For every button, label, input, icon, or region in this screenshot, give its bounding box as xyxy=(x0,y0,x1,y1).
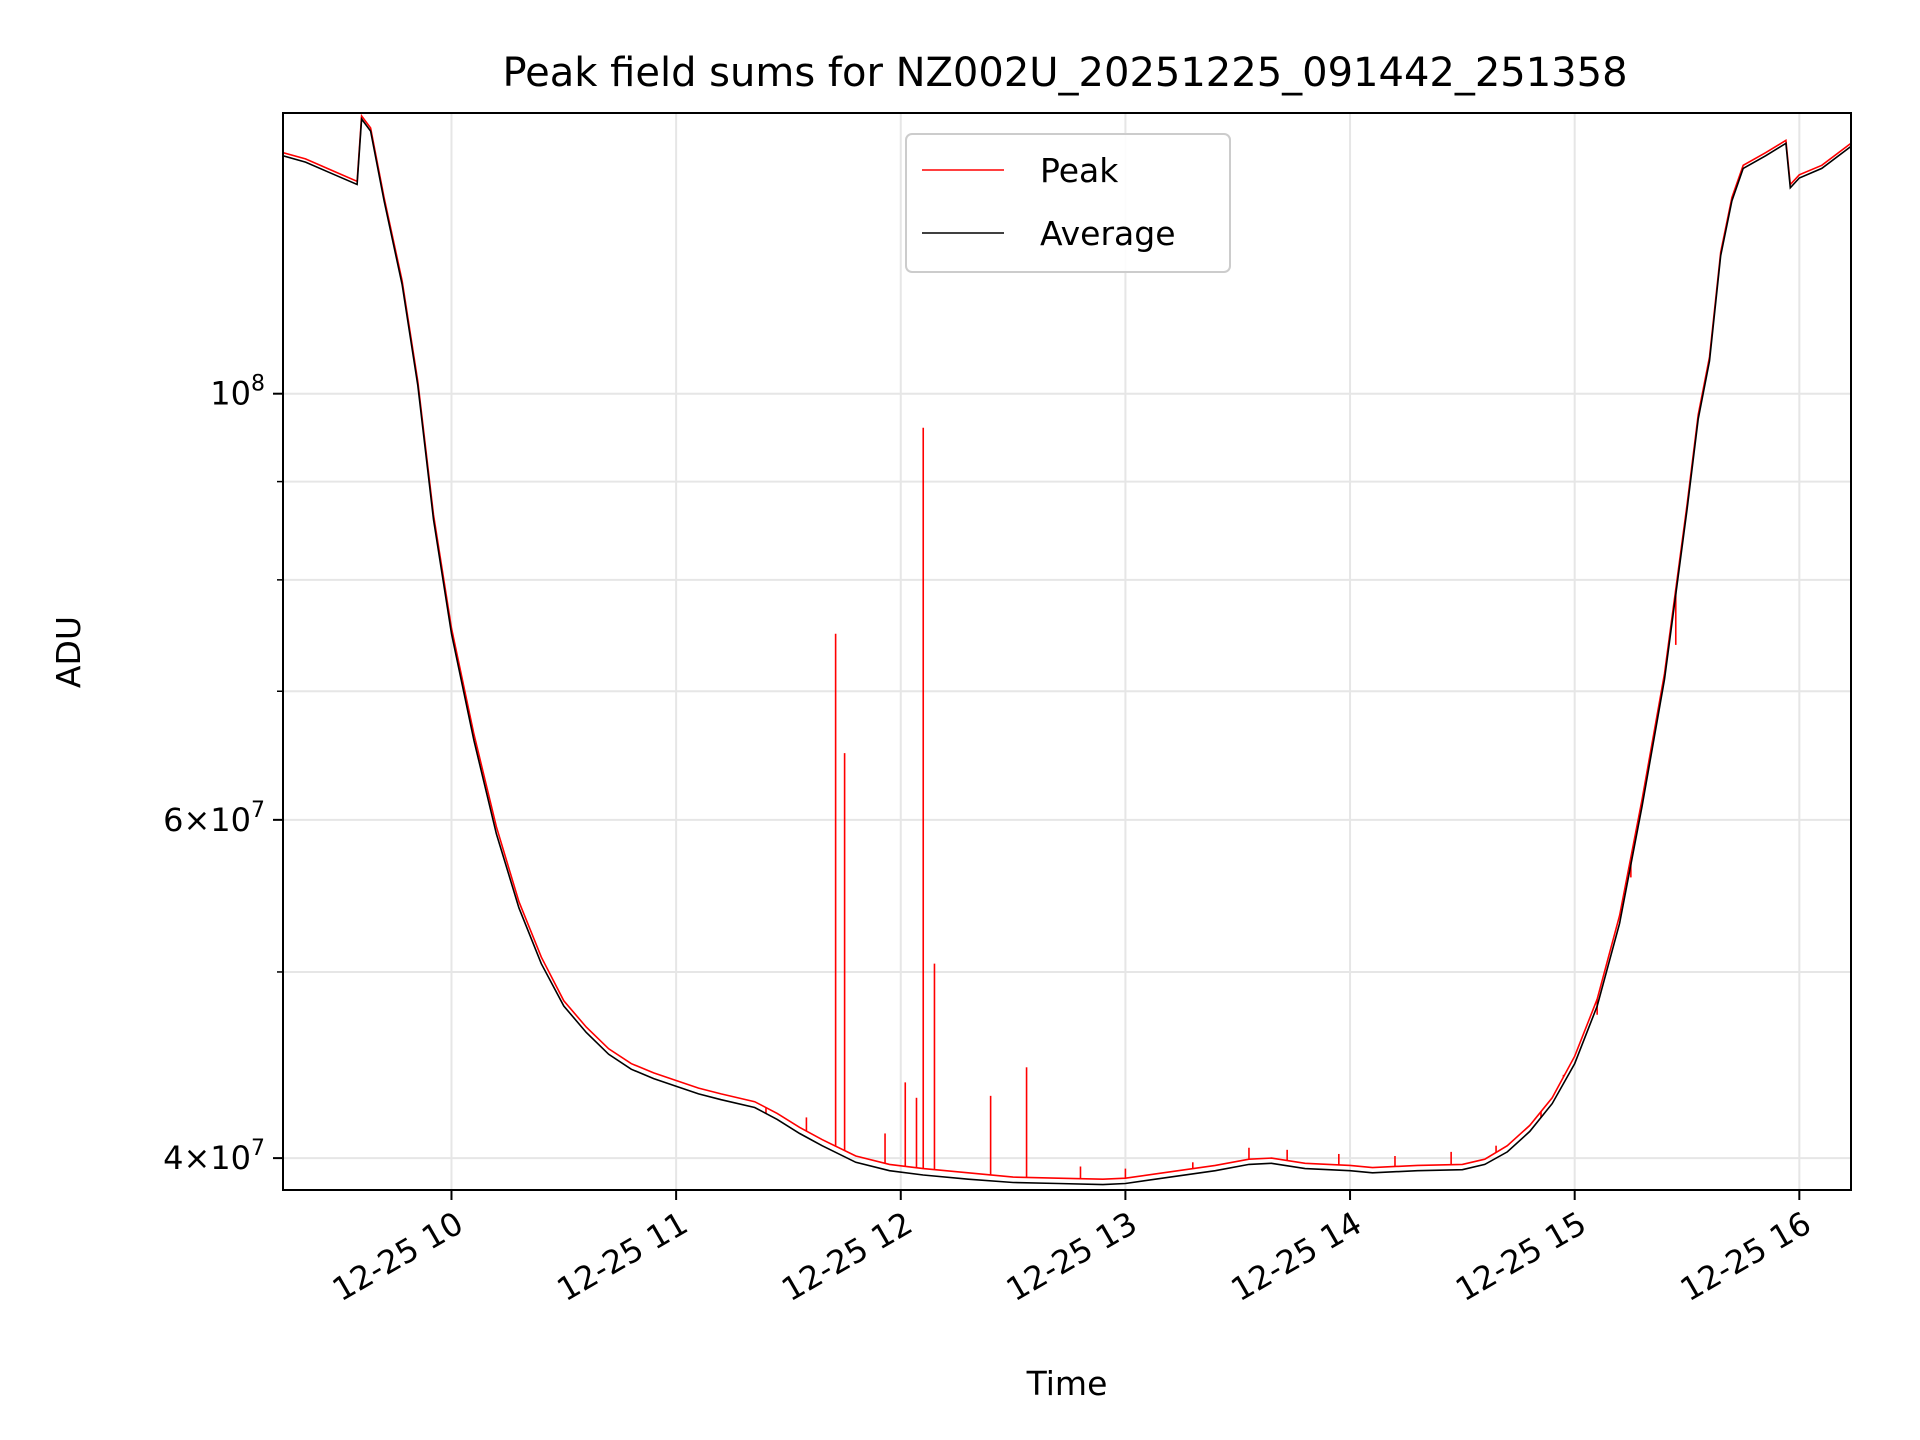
legend-box xyxy=(905,133,1231,273)
y-tick-label-0: 4×107 xyxy=(163,1136,265,1177)
plot-area xyxy=(283,113,1851,1186)
legend-label-average: Average xyxy=(1040,214,1176,253)
grid-lines xyxy=(283,113,1851,1190)
axes-frame xyxy=(282,112,1852,1191)
x-axis-label: Time xyxy=(1026,1364,1108,1403)
series-line-average xyxy=(283,116,1851,1186)
y-axis-label: ADU xyxy=(49,616,88,688)
y-tick-label-1: 6×107 xyxy=(163,798,265,839)
y-tick-label-2: 108 xyxy=(210,372,265,413)
chart-title: Peak field sums for NZ002U_20251225_0914… xyxy=(502,50,1627,96)
legend: Peak Average xyxy=(905,133,1231,273)
y-axis: 4×107 6×107 108 xyxy=(163,372,283,1177)
legend-label-peak: Peak xyxy=(1040,151,1119,190)
